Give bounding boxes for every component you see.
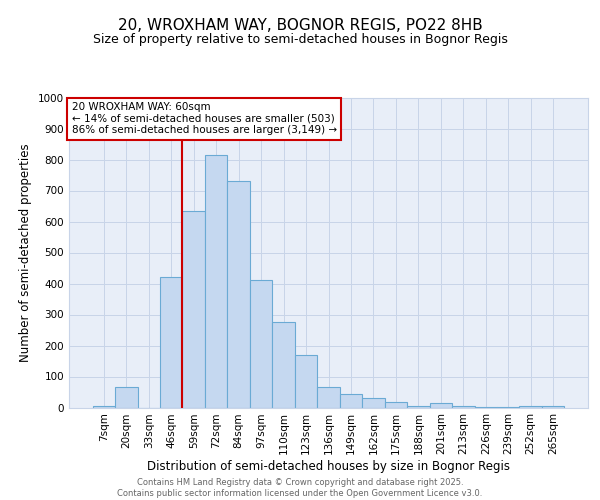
Bar [340, 394, 362, 407]
Bar [92, 406, 115, 407]
Bar [497, 407, 520, 408]
Bar [452, 406, 475, 407]
Bar [160, 278, 182, 407]
Text: Size of property relative to semi-detached houses in Bognor Regis: Size of property relative to semi-detach… [92, 32, 508, 46]
X-axis label: Distribution of semi-detached houses by size in Bognor Regis: Distribution of semi-detached houses by … [147, 460, 510, 473]
Bar [205, 155, 227, 407]
Text: Contains HM Land Registry data © Crown copyright and database right 2025.
Contai: Contains HM Land Registry data © Crown c… [118, 478, 482, 498]
Bar [407, 406, 430, 407]
Bar [182, 210, 205, 408]
Bar [520, 406, 542, 407]
Text: 20, WROXHAM WAY, BOGNOR REGIS, PO22 8HB: 20, WROXHAM WAY, BOGNOR REGIS, PO22 8HB [118, 18, 482, 32]
Bar [385, 402, 407, 407]
Bar [317, 388, 340, 407]
Bar [430, 403, 452, 407]
Bar [542, 406, 565, 407]
Bar [475, 407, 497, 408]
Bar [295, 355, 317, 408]
Bar [227, 181, 250, 408]
Bar [115, 388, 137, 407]
Text: 20 WROXHAM WAY: 60sqm
← 14% of semi-detached houses are smaller (503)
86% of sem: 20 WROXHAM WAY: 60sqm ← 14% of semi-deta… [71, 102, 337, 136]
Bar [250, 280, 272, 407]
Bar [272, 322, 295, 408]
Y-axis label: Number of semi-detached properties: Number of semi-detached properties [19, 143, 32, 362]
Bar [362, 398, 385, 407]
